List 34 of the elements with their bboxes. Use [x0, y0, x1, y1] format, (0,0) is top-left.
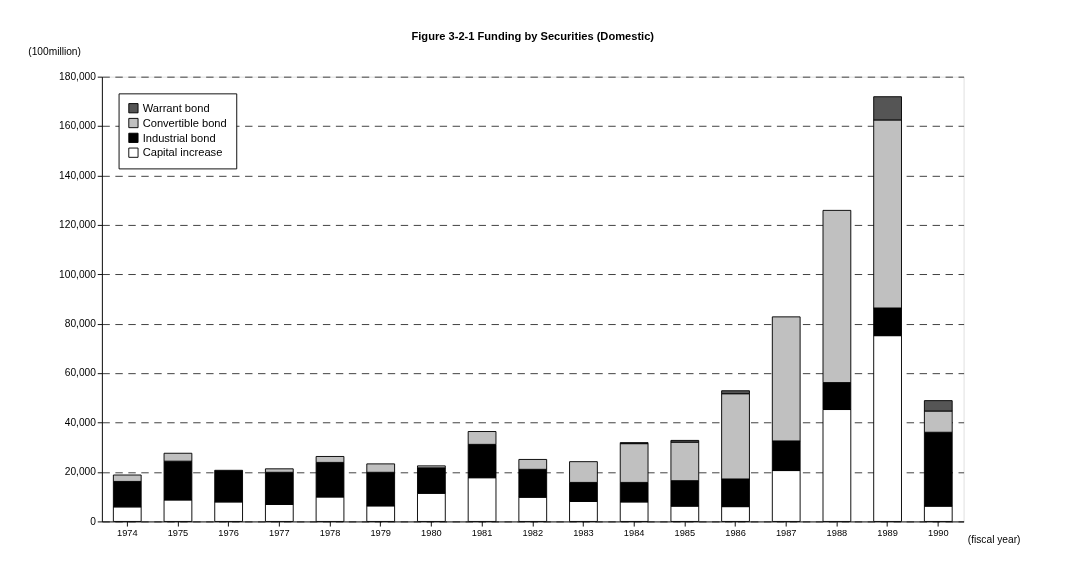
x-tick-label: 1974: [116, 527, 138, 538]
y-tick-label: 140,000: [59, 169, 97, 181]
y-tick-label: 80,000: [64, 318, 97, 330]
x-tick-label: 1990: [927, 527, 949, 538]
chart-title: Figure 3-2-1 Funding by Securities (Domestic): [411, 29, 655, 42]
x-tick-label: 1988: [826, 527, 848, 538]
x-tick-label: 1975: [167, 527, 189, 538]
y-tick-label: 180,000: [59, 70, 97, 82]
y-tick-label: 0: [90, 515, 97, 527]
y-tick-label: 100,000: [59, 268, 97, 280]
x-tick-label: 1987: [775, 527, 797, 538]
legend-label: Convertible bond: [142, 116, 227, 129]
y-tick-label: 120,000: [59, 219, 97, 231]
x-tick-label: 1979: [370, 527, 391, 538]
x-tick-label: 1985: [674, 527, 696, 538]
legend-label: Capital increase: [142, 146, 223, 159]
x-tick-label: 1983: [573, 527, 594, 538]
x-tick-label: 1989: [877, 527, 898, 538]
x-tick-label: 1978: [319, 527, 341, 538]
x-axis-title: (fiscal year): [967, 534, 1021, 546]
y-axis-title: (100million): [28, 45, 81, 57]
y-tick-label: 60,000: [64, 367, 97, 379]
y-tick-label: 160,000: [59, 120, 97, 132]
x-tick-label: 1977: [269, 527, 290, 538]
x-tick-label: 1976: [218, 527, 239, 538]
x-tick-label: 1980: [421, 527, 442, 538]
x-tick-label: 1986: [725, 527, 746, 538]
x-tick-label: 1984: [623, 527, 645, 538]
x-tick-label: 1981: [471, 527, 493, 538]
y-tick-label: 40,000: [64, 416, 97, 428]
legend-label: Industrial bond: [142, 131, 216, 144]
legend-label: Warrant bond: [142, 101, 210, 114]
x-tick-label: 1982: [522, 527, 544, 538]
y-tick-label: 20,000: [64, 466, 97, 478]
